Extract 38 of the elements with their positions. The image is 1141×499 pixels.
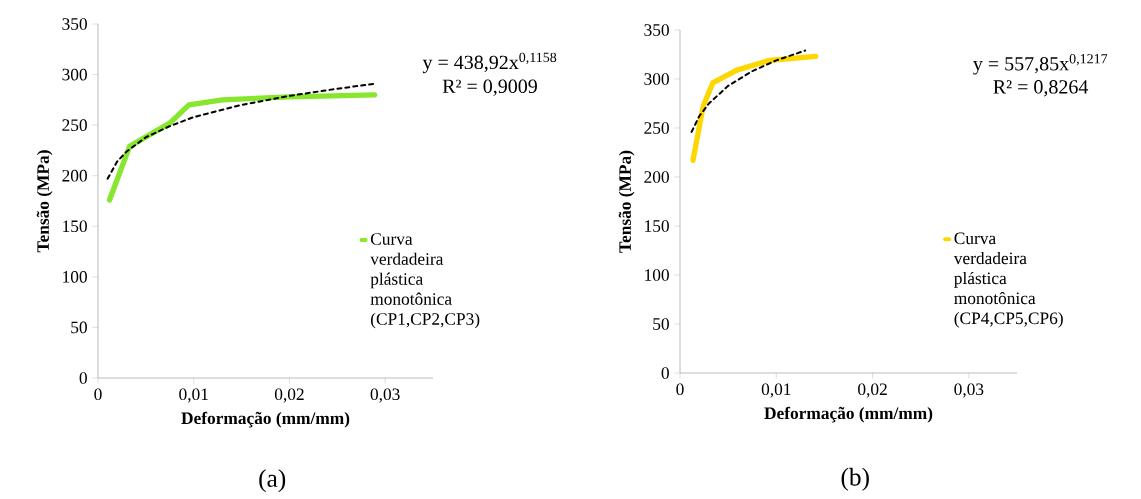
x-tick-label: 0,03 (370, 388, 400, 403)
text: R² = 0,9009 (442, 79, 537, 96)
x-tick-label: 0,02 (858, 383, 887, 398)
annotation: y = 438,92x$^{0,1158}$ (422, 52, 557, 74)
y-axis-title: Tensão (MPa) (36, 150, 53, 253)
line-series (106, 82, 377, 180)
x-tick-label: 0 (94, 388, 102, 401)
x-tick-label: 0,01 (761, 383, 791, 398)
y-tick-label: 100 (645, 269, 669, 281)
x-axis-title: Deformação (mm/mm) (181, 411, 350, 428)
x-tick-label: 0 (676, 383, 684, 396)
x-axis-title: Deformação (mm/mm) (764, 406, 933, 423)
x-tick-label: 0,01 (179, 388, 208, 403)
y-tick-label: 250 (62, 119, 87, 131)
y-tick-label: 350 (644, 24, 669, 36)
line-series (690, 49, 807, 133)
text: (b) (841, 467, 869, 491)
legend-label: Curva verdadeira plástica monotônica (CP1,CP2,CP3) (370, 233, 480, 329)
y-tick-label: 0 (661, 367, 669, 379)
x-tick-label: 0,03 (954, 383, 984, 398)
annotation: R² = 0,8264 (993, 80, 1089, 97)
y-tick-label: 200 (644, 171, 669, 183)
y-tick-label: 0 (79, 372, 87, 384)
legend-label: Curva verdadeira plástica monotônica (CP4,CP5,CP6) (953, 232, 1063, 328)
text: (a) (259, 469, 286, 493)
y-tick-label: 50 (653, 318, 669, 330)
y-tick-label: 250 (644, 122, 669, 134)
y-tick-label: 350 (62, 18, 87, 30)
y-axis-title: Tensão (MPa) (618, 150, 635, 253)
y-tick-label: 50 (71, 321, 87, 334)
y-tick-label: 100 (63, 271, 87, 283)
y-tick-label: 150 (63, 220, 87, 233)
annotation: y = 557,85x$^{0,1217}$ (973, 54, 1108, 75)
y-tick-label: 200 (62, 169, 87, 182)
y-tick-label: 300 (644, 73, 669, 85)
y-tick-label: 300 (62, 68, 87, 81)
x-tick-label: 0,02 (274, 388, 304, 403)
y-tick-label: 150 (645, 220, 669, 232)
